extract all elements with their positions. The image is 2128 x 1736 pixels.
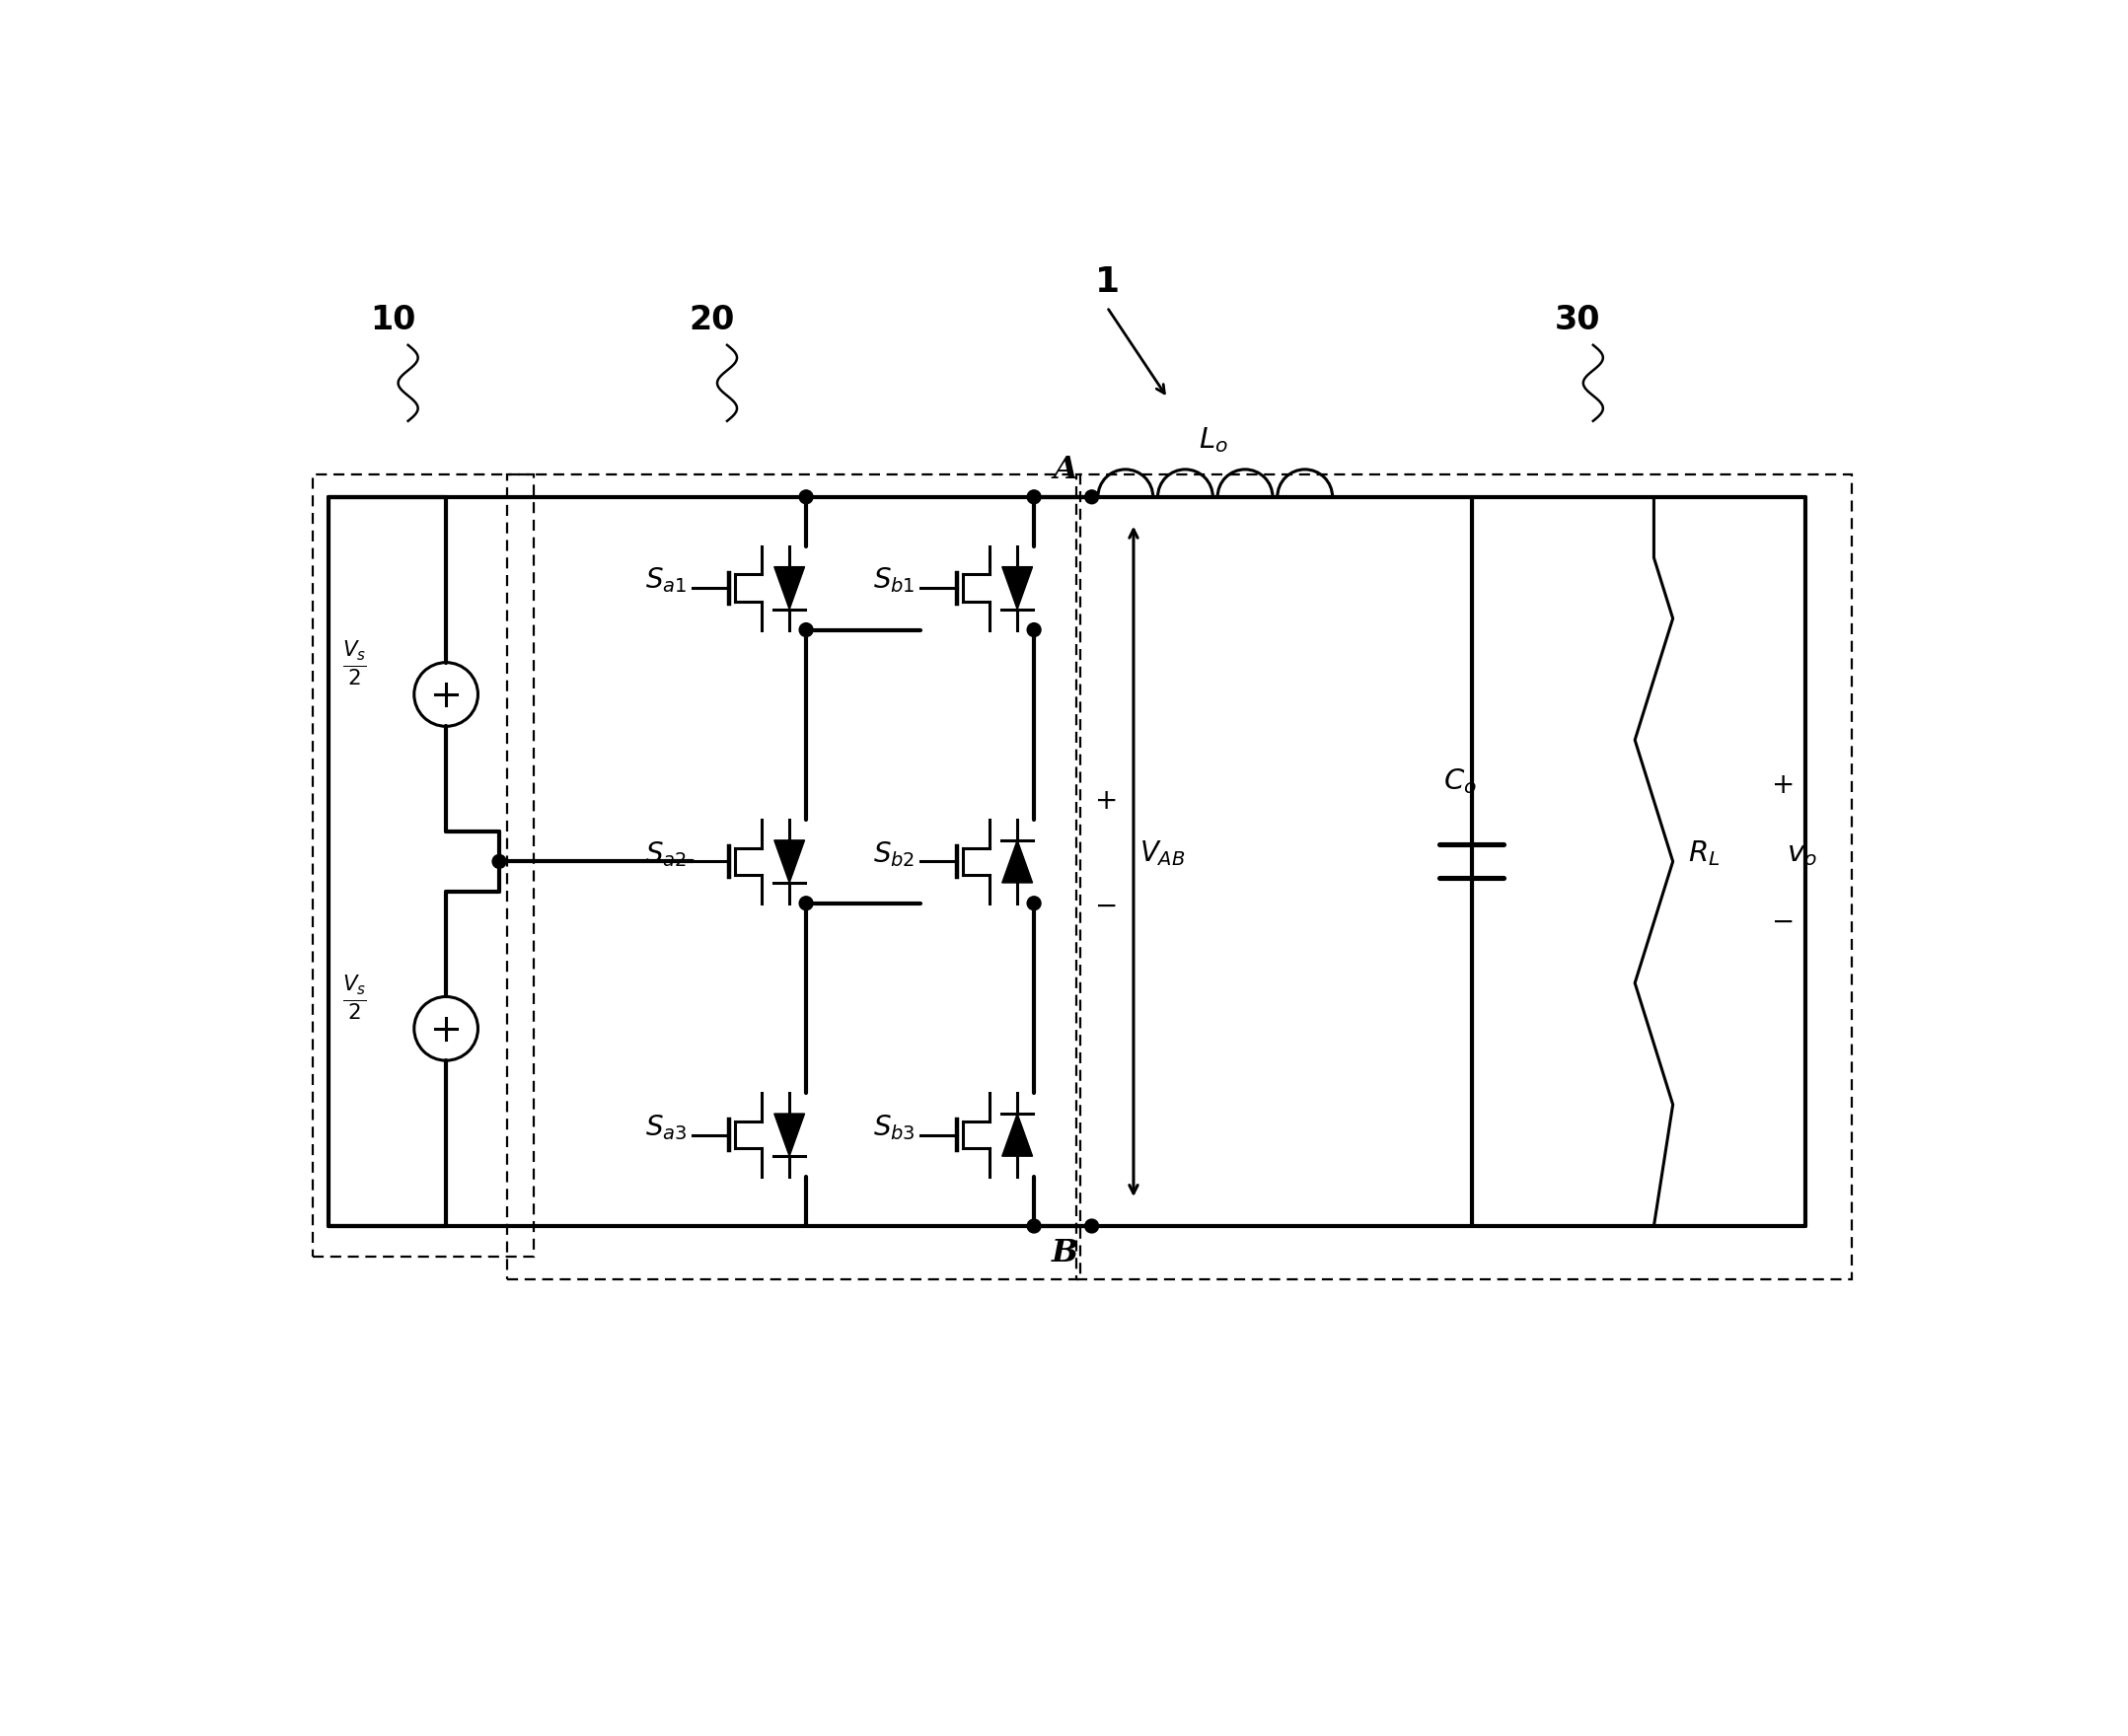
Text: +: + xyxy=(1096,786,1119,814)
Polygon shape xyxy=(775,566,804,609)
Text: 20: 20 xyxy=(689,304,734,337)
Polygon shape xyxy=(1002,840,1032,882)
Circle shape xyxy=(1028,1219,1041,1233)
Circle shape xyxy=(1085,1219,1098,1233)
Circle shape xyxy=(492,854,506,868)
Text: 1: 1 xyxy=(1094,266,1119,299)
Polygon shape xyxy=(775,1115,804,1156)
Circle shape xyxy=(800,623,813,637)
Text: $S_{b1}$: $S_{b1}$ xyxy=(872,566,915,595)
Text: $\frac{V_s}{2}$: $\frac{V_s}{2}$ xyxy=(343,641,368,687)
Polygon shape xyxy=(1002,566,1032,609)
Text: B: B xyxy=(1051,1238,1079,1267)
Polygon shape xyxy=(1002,1115,1032,1156)
Text: $v_o$: $v_o$ xyxy=(1788,840,1817,868)
Text: −: − xyxy=(1770,908,1794,936)
Text: −: − xyxy=(1096,892,1119,920)
Polygon shape xyxy=(775,840,804,882)
Circle shape xyxy=(1028,896,1041,910)
Text: $S_{a3}$: $S_{a3}$ xyxy=(645,1113,687,1142)
Text: $S_{b2}$: $S_{b2}$ xyxy=(872,838,915,868)
Text: $\frac{V_s}{2}$: $\frac{V_s}{2}$ xyxy=(343,974,368,1023)
Circle shape xyxy=(800,490,813,503)
Text: $S_{a2}$: $S_{a2}$ xyxy=(645,838,687,868)
Circle shape xyxy=(1028,623,1041,637)
Text: $L_o$: $L_o$ xyxy=(1198,425,1228,455)
Text: 10: 10 xyxy=(370,304,415,337)
Text: $R_L$: $R_L$ xyxy=(1688,838,1719,868)
Text: $S_{a1}$: $S_{a1}$ xyxy=(645,566,687,595)
Text: 30: 30 xyxy=(1556,304,1600,337)
Text: A: A xyxy=(1053,455,1077,486)
Circle shape xyxy=(1085,490,1098,503)
Text: +: + xyxy=(1770,771,1794,799)
Text: $C_o$: $C_o$ xyxy=(1443,767,1477,797)
Text: $V_{AB}$: $V_{AB}$ xyxy=(1141,838,1185,868)
Circle shape xyxy=(1028,490,1041,503)
Circle shape xyxy=(800,896,813,910)
Text: $S_{b3}$: $S_{b3}$ xyxy=(872,1113,915,1142)
